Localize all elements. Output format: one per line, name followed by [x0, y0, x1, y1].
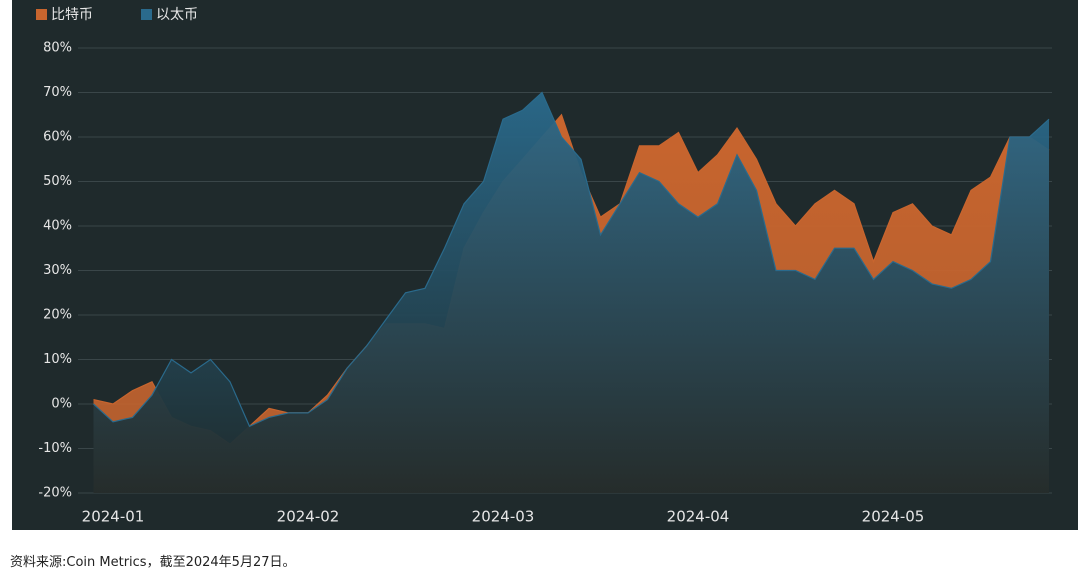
y-tick-label: 30% [43, 263, 72, 278]
y-tick-label: 10% [43, 352, 72, 367]
y-tick-label: 70% [43, 85, 72, 100]
legend-swatch [36, 9, 47, 20]
y-tick-label: 60% [43, 130, 72, 145]
y-tick-label: -10% [38, 441, 72, 456]
legend-label: 比特币 [51, 7, 93, 23]
chart: -20% -10% 0% 10% 20% 30% 40% 50% 60% 70% 80% 2024-0… [12, 0, 1078, 530]
x-tick-label: 2024-01 [82, 508, 145, 526]
y-tick-label: -20% [38, 486, 72, 501]
x-tick-label: 2024-04 [667, 508, 730, 526]
source-note: 资料来源:Coin Metrics，截至2024年5月27日。 [10, 555, 296, 570]
y-tick-label: 80% [43, 41, 72, 56]
line [93, 113, 1050, 445]
y-tick-label: 0% [51, 397, 72, 412]
x-tick-label: 2024-03 [472, 508, 535, 526]
x-tick-label: 2024-05 [862, 508, 925, 526]
legend-label: 以太币 [156, 7, 198, 23]
y-tick-label: 50% [43, 174, 72, 189]
y-tick-label: 40% [43, 219, 72, 234]
line [93, 91, 1050, 428]
legend-swatch [141, 9, 152, 20]
y-tick-label: 20% [43, 308, 72, 323]
x-tick-label: 2024-02 [277, 508, 340, 526]
